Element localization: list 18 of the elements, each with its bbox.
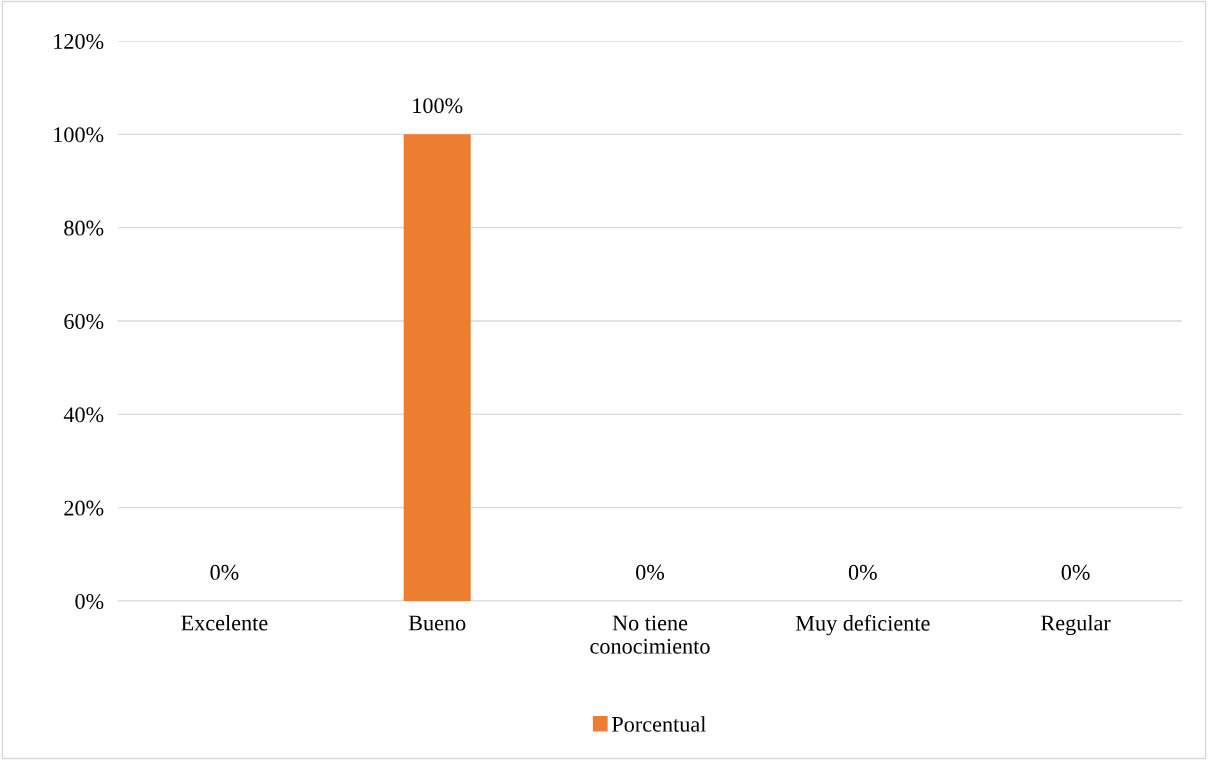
data-label: 0% — [210, 564, 239, 580]
x-tick-label: Excelente — [181, 614, 268, 631]
x-tick-label: No tiene conocimiento — [590, 615, 710, 654]
y-tick-label: 60% — [64, 313, 104, 329]
y-tick-label: 20% — [64, 500, 104, 516]
data-label: 0% — [636, 564, 665, 580]
y-tick-label: 120% — [54, 33, 104, 49]
x-tick-label: Muy deficiente — [795, 614, 930, 636]
x-tick-label: Bueno — [408, 615, 466, 631]
data-label: 0% — [1061, 564, 1090, 580]
y-tick-label: 100% — [54, 127, 104, 143]
y-tick-label: 80% — [64, 220, 104, 236]
y-tick-label: 0% — [75, 593, 104, 609]
legend-label: Porcentual — [612, 716, 706, 732]
data-label: 0% — [848, 564, 877, 580]
x-tick-label: Regular — [1041, 614, 1111, 636]
y-tick-label: 40% — [63, 407, 104, 423]
data-label: 100% — [413, 98, 463, 114]
